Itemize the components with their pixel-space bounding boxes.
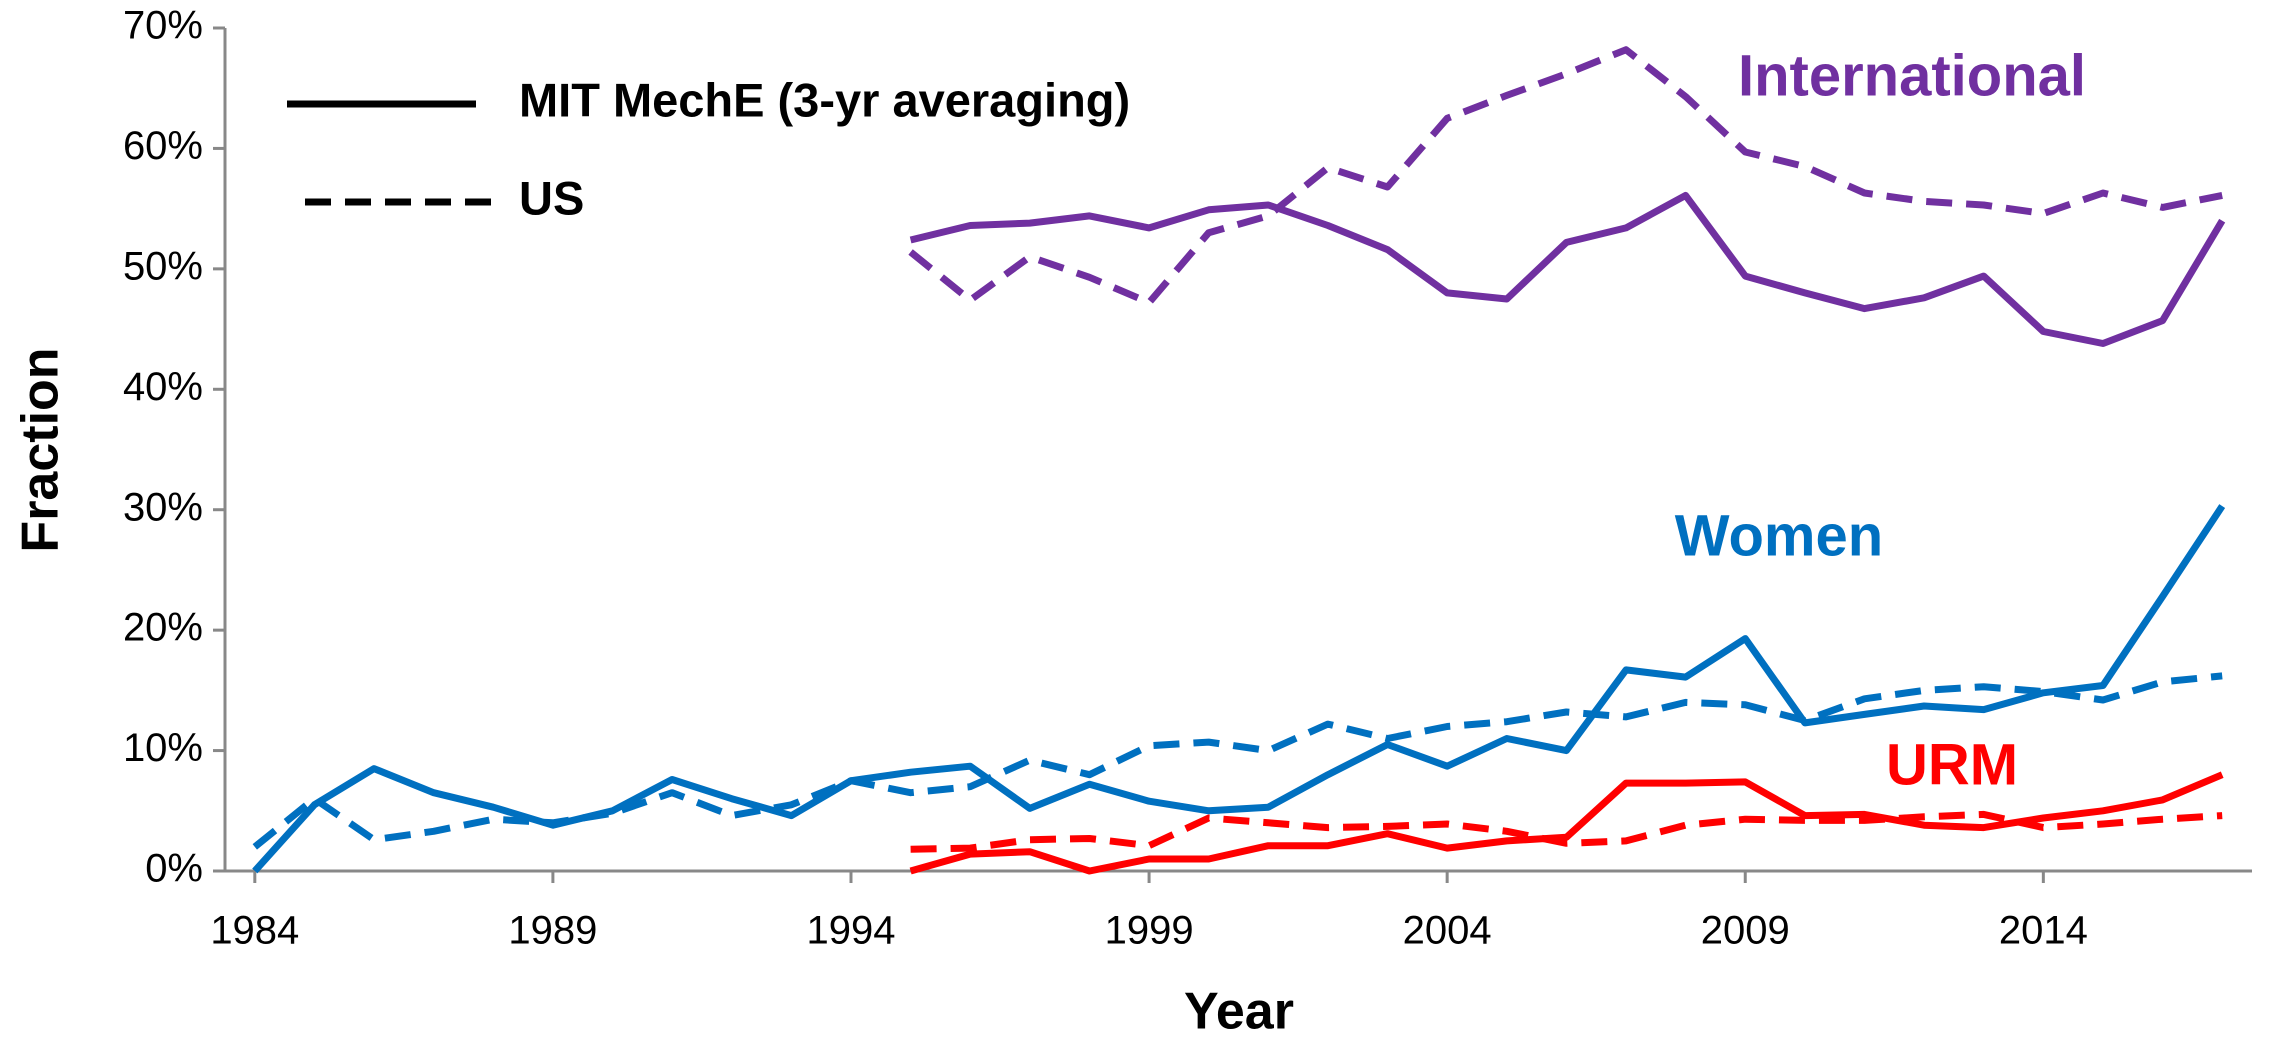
x-tick-label: 2004 (1403, 909, 1492, 953)
group-label: Women (1675, 503, 1883, 568)
group-label: International (1738, 43, 2086, 108)
y-tick-label: 10% (123, 726, 203, 770)
y-tick-label: 0% (145, 847, 203, 891)
mit-line (252, 504, 2226, 874)
x-tick-label: 2014 (1999, 909, 2088, 953)
group-label: URM (1886, 732, 2018, 797)
y-tick-label: 30% (123, 485, 203, 529)
mit-line (909, 191, 2226, 347)
y-tick-label: 40% (123, 365, 203, 409)
y-tick-label: 20% (123, 606, 203, 650)
us-line (908, 46, 2223, 307)
x-tick-label: 1989 (508, 909, 597, 953)
legend-label: MIT MechE (3-yr averaging) (519, 73, 1130, 126)
x-tick-label: 1999 (1105, 909, 1194, 953)
x-tick-label: 1984 (210, 909, 299, 953)
x-tick-label: 1994 (806, 909, 895, 953)
mit-line (909, 771, 2224, 875)
us-line (910, 810, 2223, 853)
us-line (252, 672, 2223, 850)
y-tick-label: 60% (123, 124, 203, 168)
y-tick-label: 70% (123, 4, 203, 48)
x-tick-label: 2009 (1701, 909, 1790, 953)
y-axis-title: Fraction (12, 347, 70, 552)
x-axis-title: Year (1184, 983, 1294, 1041)
legend-label: US (519, 171, 584, 224)
y-tick-label: 50% (123, 244, 203, 288)
